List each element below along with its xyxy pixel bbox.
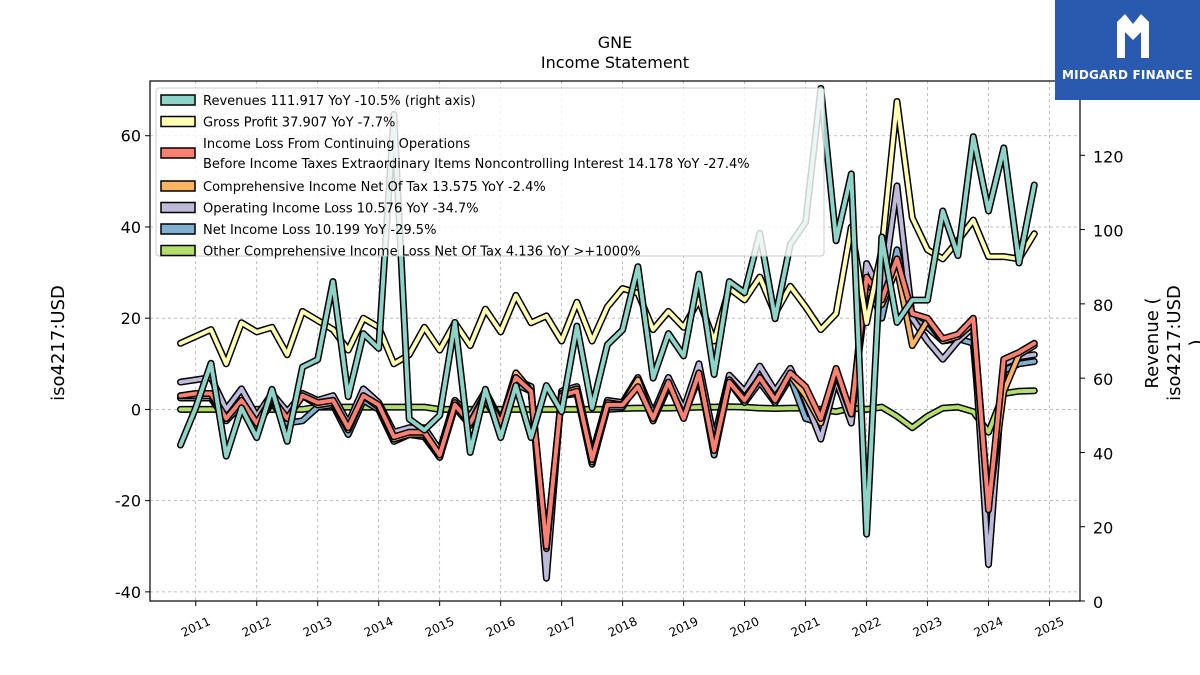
plot-frame	[149, 80, 1081, 602]
x-tick-label: 2013	[301, 614, 335, 640]
y-axis-left: -40 -20 0 20 40 60	[115, 127, 150, 602]
legend-entry-label: Before Income Taxes Extraordinary Items …	[203, 157, 750, 172]
chart-title: GNE	[598, 33, 632, 52]
legend-entry-label: Other Comprehensive Income Loss Net Of T…	[203, 245, 641, 260]
series-line	[178, 256, 1037, 549]
x-tick-label: 2023	[911, 614, 945, 640]
legend-box	[155, 87, 825, 257]
y-tick-label-right: 60	[1093, 370, 1113, 389]
y-tick-label: 60	[121, 127, 141, 146]
brand-name: MIDGARD FINANCE	[1062, 68, 1193, 82]
legend-entry-label: Operating Income Loss 10.576 YoY -34.7%	[203, 202, 479, 217]
x-tick-label: 2024	[972, 614, 1006, 640]
legend-entry-label: Income Loss From Continuing Operations	[203, 137, 470, 152]
x-tick-label: 2015	[423, 614, 457, 640]
legend-entry-label: Comprehensive Income Net Of Tax 13.575 Y…	[203, 180, 546, 195]
legend-entry-label: Revenues 111.917 YoY -10.5% (right axis)	[203, 94, 476, 109]
x-tick-label: 2014	[362, 614, 396, 640]
legend-entry-label: Net Income Loss 10.199 YoY -29.5%	[203, 223, 436, 238]
y-tick-label: -20	[115, 492, 141, 511]
x-tick-label: 2019	[667, 614, 701, 640]
y-tick-label: 40	[121, 218, 141, 237]
x-tick-label: 2016	[484, 614, 518, 640]
chart-subtitle: Income Statement	[541, 53, 689, 72]
y-tick-label-right: 20	[1093, 519, 1113, 538]
legend-swatch	[160, 244, 196, 257]
y-axis-label-right-line2: iso4217:USD	[1164, 285, 1185, 401]
y-tick-label-right: 100	[1093, 222, 1124, 241]
legend-swatch	[160, 223, 196, 235]
y-axis-label-right-line3: )	[1186, 339, 1200, 346]
y-tick-label-right: 120	[1093, 147, 1124, 166]
x-axis: 2011 2012 2013 2014 2015 2016 2017 2018 2019 2020…	[179, 601, 1066, 640]
series-2	[177, 255, 1038, 550]
y-tick-label-right: 0	[1093, 593, 1103, 612]
x-tick-label: 2025	[1033, 614, 1067, 640]
y-tick-label: 0	[131, 400, 141, 419]
series-0	[177, 84, 1038, 538]
x-tick-label: 2011	[179, 614, 213, 640]
y-axis-label-right: Revenue ( iso4217:USD )	[1142, 285, 1200, 401]
x-tick-label: 2020	[728, 614, 762, 640]
y-tick-label: -40	[115, 583, 141, 602]
legend-swatch	[160, 201, 196, 214]
y-tick-label-right: 80	[1093, 296, 1113, 315]
legend-swatch	[160, 115, 196, 128]
legend-swatch	[160, 147, 196, 159]
brand-logo: MIDGARD FINANCE	[1055, 0, 1200, 100]
legend: Revenues 111.917 YoY -10.5% (right axis)…	[155, 87, 825, 260]
x-tick-label: 2012	[240, 614, 274, 640]
y-tick-label: 20	[121, 309, 141, 328]
series-layer	[177, 84, 1038, 582]
y-axis-label-right-line1: Revenue (	[1142, 297, 1163, 388]
y-axis-right: 0 20 40 60 80 100 120	[1080, 147, 1124, 612]
x-tick-label: 2018	[606, 614, 640, 640]
y-axis-label-left: iso4217:USD	[48, 285, 69, 401]
y-tick-label-right: 40	[1093, 444, 1113, 463]
x-tick-label: 2021	[789, 614, 823, 640]
x-tick-label: 2017	[545, 614, 579, 640]
legend-swatch	[160, 94, 196, 106]
legend-swatch	[160, 180, 196, 192]
legend-entry-label: Gross Profit 37.907 YoY -7.7%	[203, 116, 395, 131]
series-line	[178, 86, 1037, 537]
x-tick-label: 2022	[850, 614, 884, 640]
brand-mark-icon	[1117, 14, 1149, 58]
